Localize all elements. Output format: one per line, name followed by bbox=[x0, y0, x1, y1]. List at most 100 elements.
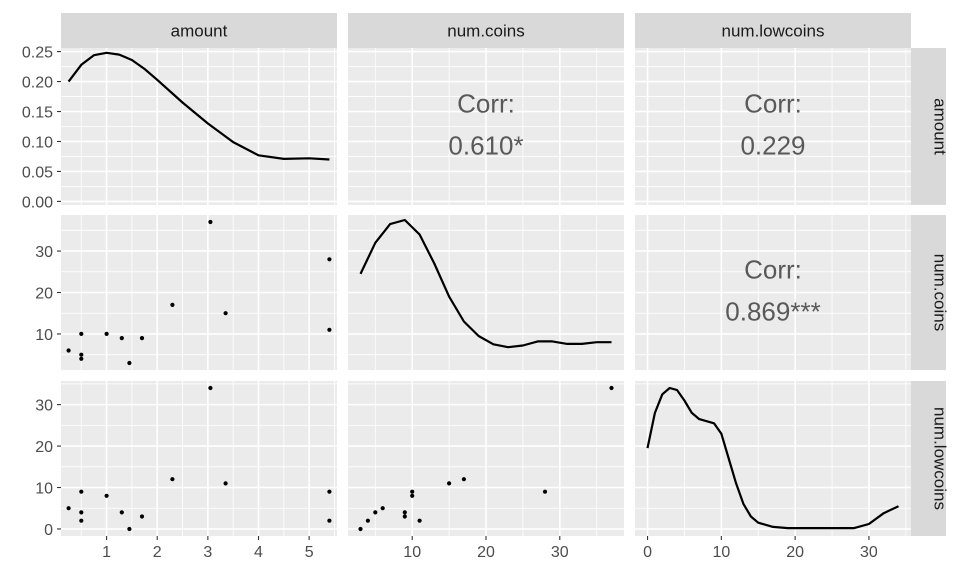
scatter-point bbox=[609, 385, 614, 391]
scatter-point bbox=[66, 348, 71, 353]
scatter-point bbox=[417, 518, 422, 523]
strip-top-num.lowcoins: num.lowcoins bbox=[635, 13, 911, 48]
x-tick-label: 4 bbox=[254, 544, 263, 561]
strip-label: num.lowcoins bbox=[931, 407, 950, 510]
scatter-point bbox=[373, 510, 378, 515]
y-tick-label: 30 bbox=[35, 244, 53, 261]
corr-label: Corr: bbox=[457, 89, 515, 119]
strip-top-num.coins: num.coins bbox=[348, 13, 624, 48]
panel-background bbox=[635, 381, 911, 536]
strip-right-amount: amount bbox=[911, 48, 950, 205]
x-tick-label: 20 bbox=[786, 544, 804, 561]
scatter-point bbox=[79, 331, 84, 336]
scatter-point bbox=[410, 489, 415, 494]
scatter-point bbox=[327, 327, 332, 332]
scatter-point bbox=[79, 518, 84, 523]
scatter-point bbox=[447, 481, 452, 486]
x-tick-label: 30 bbox=[860, 544, 878, 561]
scatter-point bbox=[119, 510, 124, 515]
panel-num.coins-amount bbox=[61, 215, 337, 370]
scatter-point bbox=[170, 477, 175, 482]
x-tick-label: 0 bbox=[643, 544, 652, 561]
scatter-point bbox=[127, 526, 132, 532]
y-axis-row-2: 10 20 30 bbox=[35, 244, 61, 344]
x-tick-label: 20 bbox=[477, 544, 495, 561]
y-tick-label: 0.15 bbox=[22, 105, 53, 122]
scatter-point bbox=[461, 477, 466, 482]
scatter-point bbox=[327, 518, 332, 523]
scatter-point bbox=[365, 518, 370, 523]
x-axis-col-2: 10 20 30 bbox=[403, 536, 569, 561]
scatter-point bbox=[119, 336, 124, 341]
density-curve-num.lowcoins bbox=[646, 386, 899, 530]
x-axis-col-3: 0 10 20 30 bbox=[643, 536, 878, 561]
scatter-point bbox=[104, 493, 109, 498]
panel-amount-num.lowcoins: Corr: 0.229 bbox=[635, 48, 911, 205]
scatter-point bbox=[223, 481, 228, 486]
scatter-point bbox=[127, 360, 132, 366]
strip-background bbox=[911, 48, 946, 205]
panel-num.lowcoins-amount bbox=[61, 381, 337, 536]
x-tick-label: 1 bbox=[102, 544, 111, 561]
strip-background bbox=[61, 13, 337, 48]
corr-label: Corr: bbox=[744, 89, 802, 119]
x-tick-label: 30 bbox=[551, 544, 569, 561]
panel-amount-amount bbox=[61, 48, 337, 205]
strip-background bbox=[635, 13, 911, 48]
scatter-point bbox=[410, 493, 415, 498]
strip-right-num.lowcoins: num.lowcoins bbox=[911, 381, 950, 536]
x-tick-label: 2 bbox=[153, 544, 162, 561]
scatter-point bbox=[380, 506, 385, 511]
panel-num.lowcoins-num.coins bbox=[348, 381, 624, 536]
x-tick-label: 5 bbox=[305, 544, 314, 561]
x-tick-label: 10 bbox=[403, 544, 421, 561]
strip-label: amount bbox=[171, 22, 228, 41]
scatter-point bbox=[358, 526, 363, 532]
scatter-point bbox=[139, 514, 145, 519]
y-tick-label: 30 bbox=[35, 398, 53, 415]
scatter-point bbox=[223, 311, 228, 316]
strip-background bbox=[911, 381, 946, 536]
strip-top-amount: amount bbox=[61, 13, 337, 48]
x-tick-label: 3 bbox=[203, 544, 212, 561]
strip-label: num.coins bbox=[447, 22, 524, 41]
scatter-point bbox=[104, 331, 109, 336]
x-axis-col-1: 1 2 3 4 5 bbox=[102, 536, 314, 561]
panel-amount-num.coins: Corr: 0.610* bbox=[348, 48, 624, 205]
y-tick-label: 0.10 bbox=[22, 134, 53, 151]
strip-label: amount bbox=[931, 98, 950, 155]
scatter-point bbox=[66, 506, 71, 511]
scatter-point bbox=[327, 257, 332, 262]
corr-value: 0.229 bbox=[740, 131, 805, 161]
scatter-point bbox=[327, 489, 332, 494]
y-tick-label: 0.05 bbox=[22, 164, 53, 181]
y-tick-label: 0.25 bbox=[22, 45, 53, 62]
scatter-point bbox=[79, 510, 84, 515]
scatter-point bbox=[139, 336, 145, 341]
y-tick-label: 0 bbox=[44, 522, 53, 539]
y-tick-label: 10 bbox=[35, 327, 53, 344]
scatter-point bbox=[402, 510, 407, 515]
scatter-point bbox=[542, 489, 548, 494]
y-axis-row-3: 0 10 20 30 bbox=[35, 398, 61, 539]
strip-background bbox=[348, 13, 624, 48]
corr-label: Corr: bbox=[744, 255, 802, 285]
y-tick-label: 0.20 bbox=[22, 75, 53, 92]
y-tick-label: 10 bbox=[35, 481, 53, 498]
y-tick-label: 20 bbox=[35, 286, 53, 303]
density-curve-num.coins bbox=[359, 218, 612, 349]
y-tick-label: 20 bbox=[35, 439, 53, 456]
strip-label: num.coins bbox=[931, 254, 950, 331]
scatter-point bbox=[79, 489, 84, 494]
strip-label: num.lowcoins bbox=[722, 22, 825, 41]
strip-right-num.coins: num.coins bbox=[911, 215, 950, 370]
scatter-point bbox=[208, 385, 213, 391]
panel-num.lowcoins-num.lowcoins bbox=[635, 381, 911, 536]
density-curve-amount bbox=[67, 51, 330, 161]
x-tick-label: 10 bbox=[712, 544, 730, 561]
scatter-point bbox=[170, 302, 175, 307]
scatter-point bbox=[402, 514, 407, 519]
strip-background bbox=[911, 215, 946, 370]
corr-value: 0.610* bbox=[448, 131, 523, 161]
